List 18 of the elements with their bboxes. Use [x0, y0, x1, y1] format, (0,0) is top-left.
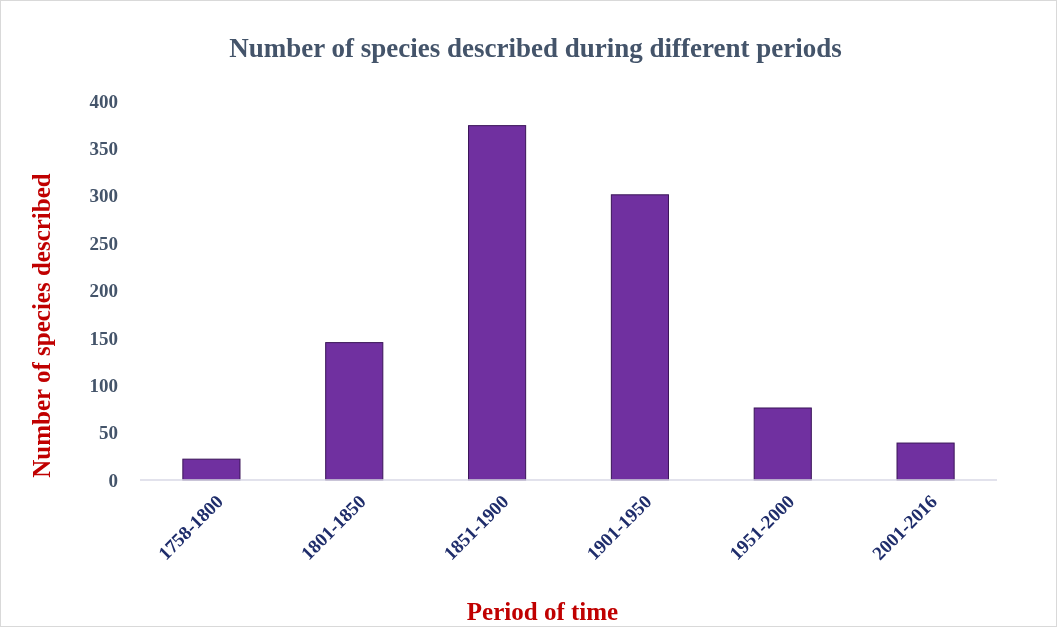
bar — [896, 442, 955, 481]
y-tick-label: 400 — [89, 90, 118, 112]
bar — [325, 342, 384, 481]
y-tick-label: 250 — [89, 232, 118, 254]
bar — [753, 407, 812, 481]
y-axis-title: Number of species described — [28, 173, 55, 478]
y-tick-label: 300 — [89, 185, 118, 207]
bar — [468, 125, 527, 481]
chart-title: Number of species described during different periods — [229, 33, 842, 63]
bar — [182, 458, 241, 481]
y-tick-label: 0 — [108, 469, 118, 491]
x-axis-title: Period of time — [466, 598, 619, 625]
bar — [610, 194, 669, 481]
y-tick-label: 150 — [89, 327, 118, 349]
y-tick-label: 100 — [89, 374, 118, 396]
y-tick-label: 50 — [99, 422, 118, 444]
y-tick-label: 350 — [89, 138, 118, 160]
y-tick-label: 200 — [89, 280, 118, 302]
